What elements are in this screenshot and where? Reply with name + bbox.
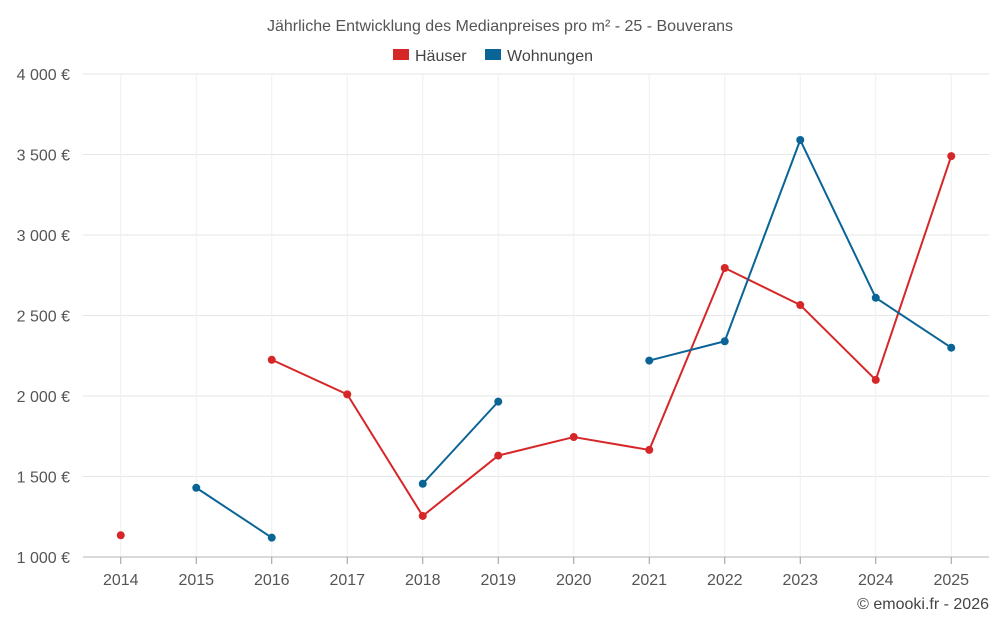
data-point-wohnungen-2015[interactable] <box>192 483 201 492</box>
x-tick-label: 2018 <box>405 572 441 589</box>
series-wohnungen <box>192 136 956 542</box>
series-line-haeuser <box>270 155 953 517</box>
legend-item-wohnungen[interactable]: Wohnungen <box>485 48 593 65</box>
legend-label-haeuser: Häuser <box>415 48 467 65</box>
data-point-wohnungen-2022[interactable] <box>720 337 729 346</box>
y-tick-label: 3 500 € <box>17 148 70 165</box>
legend-item-haeuser[interactable]: Häuser <box>393 48 467 65</box>
x-tick-label: 2020 <box>556 572 592 589</box>
data-point-wohnungen-2016[interactable] <box>267 533 276 542</box>
x-tick-label: 2023 <box>782 572 818 589</box>
series-haeuser <box>116 152 956 540</box>
data-point-haeuser-2021[interactable] <box>645 445 654 454</box>
y-tick-label: 2 500 € <box>17 309 70 326</box>
y-axis: 1 000 € 1 500 € 2 000 € 2 500 € 3 000 € 3 500… <box>17 67 70 567</box>
data-point-wohnungen-2023[interactable] <box>796 136 805 145</box>
x-tick-label: 2019 <box>480 572 516 589</box>
y-tick-label: 1 500 € <box>17 470 70 487</box>
x-tick-label: 2014 <box>103 572 139 589</box>
x-tick-label: 2025 <box>933 572 969 589</box>
data-point-wohnungen-2024[interactable] <box>871 293 880 302</box>
x-tick-label: 2022 <box>707 572 743 589</box>
x-tick-label: 2021 <box>631 572 667 589</box>
data-point-wohnungen-2021[interactable] <box>645 356 654 365</box>
data-point-wohnungen-2018[interactable] <box>418 479 427 488</box>
series-line-wohnungen <box>195 486 273 539</box>
data-point-haeuser-2022[interactable] <box>720 264 729 273</box>
data-point-haeuser-2017[interactable] <box>343 390 352 399</box>
series-line-wohnungen <box>421 400 500 485</box>
data-point-wohnungen-2025[interactable] <box>947 343 956 352</box>
data-point-haeuser-2020[interactable] <box>569 433 578 442</box>
data-point-haeuser-2018[interactable] <box>418 511 427 520</box>
x-tick-label: 2024 <box>858 572 894 589</box>
legend-label-wohnungen: Wohnungen <box>507 48 593 65</box>
grid <box>83 73 989 558</box>
x-axis: 2014 2015 2016 2017 2018 2019 2020 2021 2022 2023… <box>83 556 989 589</box>
y-tick-label: 3 000 € <box>17 228 70 245</box>
data-point-wohnungen-2019[interactable] <box>494 397 503 406</box>
x-tick-label: 2016 <box>254 572 290 589</box>
data-point-haeuser-2019[interactable] <box>494 451 503 460</box>
x-tick-label: 2017 <box>329 572 365 589</box>
series-layer <box>116 136 956 542</box>
data-point-haeuser-2025[interactable] <box>947 152 956 161</box>
y-tick-label: 2 000 € <box>17 389 70 406</box>
legend: Häuser Wohnungen <box>393 48 593 65</box>
data-point-haeuser-2016[interactable] <box>267 355 276 364</box>
data-point-haeuser-2014[interactable] <box>116 531 125 540</box>
credit-text: © emooki.fr - 2026 <box>857 596 989 613</box>
y-tick-label: 1 000 € <box>17 550 70 567</box>
x-tick-label: 2015 <box>178 572 214 589</box>
legend-swatch-wohnungen <box>485 49 501 60</box>
data-point-haeuser-2024[interactable] <box>871 375 880 384</box>
data-point-haeuser-2023[interactable] <box>796 301 805 310</box>
y-tick-label: 4 000 € <box>17 67 70 84</box>
chart-title: Jährliche Entwicklung des Medianpreises … <box>267 18 733 35</box>
legend-swatch-haeuser <box>393 49 409 60</box>
